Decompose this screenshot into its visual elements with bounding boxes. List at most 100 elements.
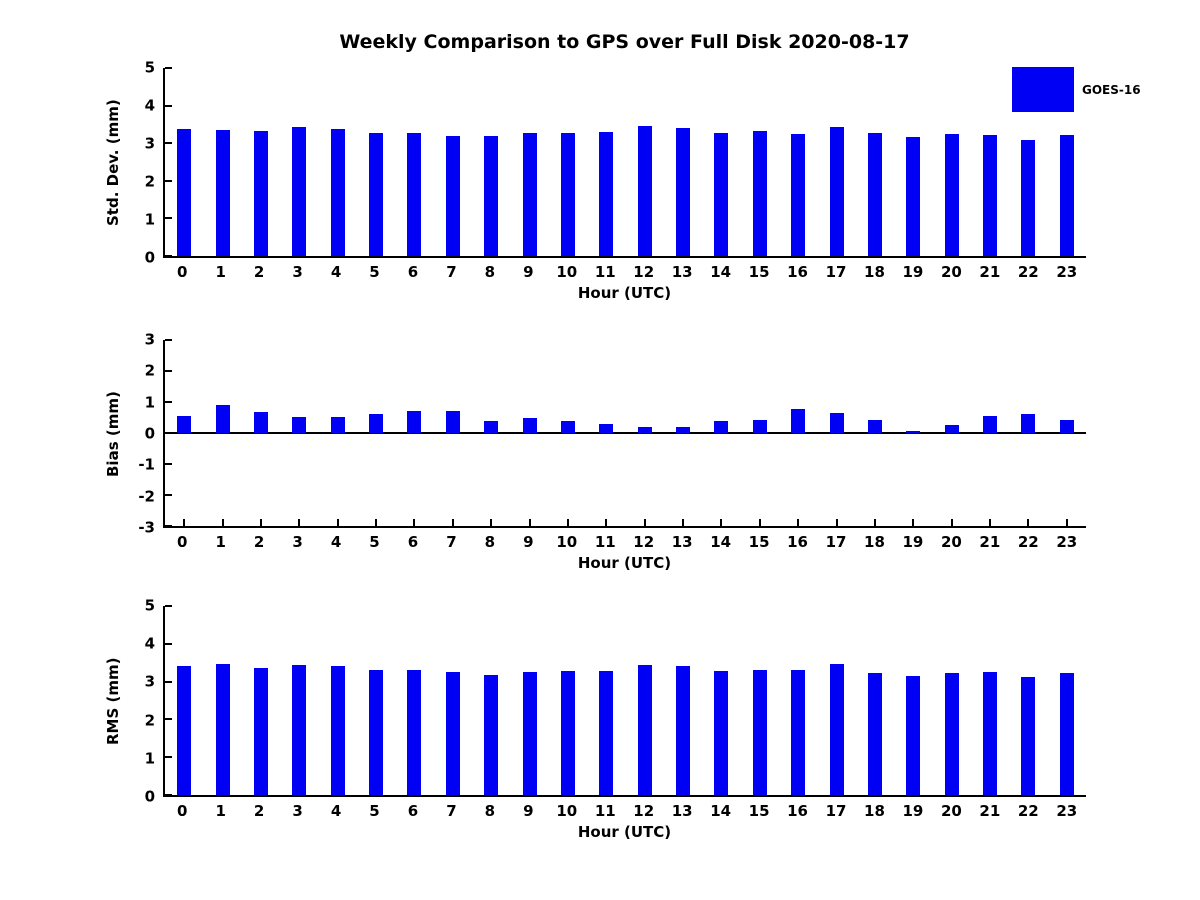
y-tick-mark [165, 525, 172, 527]
x-tick-label: 21 [979, 533, 1001, 551]
bar-hour-2 [253, 667, 268, 795]
x-axis-label: Hour (UTC) [577, 284, 672, 302]
x-tick-mark [605, 519, 608, 526]
y-tick-label: 0 [144, 424, 155, 443]
bar-hour-20 [944, 425, 959, 433]
y-tick-label: 3 [144, 134, 155, 153]
bar-hour-18 [867, 133, 882, 256]
x-tick-mark [1027, 519, 1030, 526]
y-tick-label: 1 [144, 393, 155, 412]
x-tick-label: 18 [864, 802, 885, 820]
x-tick-label: 16 [787, 802, 808, 820]
x-tick-label: 7 [446, 263, 457, 281]
bar-hour-7 [445, 136, 460, 256]
x-tick-label: 20 [940, 802, 962, 820]
x-tick-label: 1 [215, 802, 226, 820]
x-tick-label: 1 [215, 533, 226, 551]
y-tick-mark [165, 217, 172, 220]
y-axis-label: RMS (mm) [104, 657, 122, 746]
bar-hour-6 [407, 132, 422, 256]
x-tick-label: 21 [979, 263, 1001, 281]
x-tick-label: 13 [671, 263, 693, 281]
y-tick-label: 5 [144, 58, 155, 77]
y-tick-mark [165, 680, 172, 683]
bar-hour-10 [560, 133, 575, 256]
bar-hour-15 [752, 130, 767, 256]
bar-hour-15 [752, 420, 767, 433]
y-tick-mark [165, 179, 172, 182]
bar-hour-17 [829, 664, 844, 795]
x-tick-mark [797, 519, 800, 526]
bar-hour-7 [445, 411, 460, 433]
x-tick-mark [835, 519, 838, 526]
x-tick-mark [259, 519, 262, 526]
bar-hour-4 [330, 128, 345, 256]
x-tick-label: 12 [633, 263, 655, 281]
bar-hour-20 [944, 133, 959, 256]
bar-hour-13 [676, 427, 691, 433]
bar-hour-14 [714, 671, 729, 795]
bar-hour-17 [829, 126, 844, 256]
bar-hour-13 [676, 666, 691, 795]
legend-label: GOES-16 [1082, 82, 1141, 97]
y-tick-label: 4 [144, 96, 155, 115]
x-tick-label: 5 [369, 263, 380, 281]
bar-hour-1 [215, 405, 230, 433]
y-tick-mark [165, 255, 172, 257]
x-tick-label: 15 [748, 263, 770, 281]
x-tick-label: 0 [177, 802, 188, 820]
x-tick-mark [1065, 519, 1068, 526]
bar-hour-11 [599, 670, 614, 795]
x-tick-label: 8 [484, 533, 496, 551]
y-tick-label: 1 [144, 749, 155, 768]
rms-chart-panel: RMS (mm) Hour (UTC) 0 1 2 3 4 5 0 1 2 3 4 5 6 7 8 9 10 11… [104, 598, 1086, 841]
y-tick-label: 3 [144, 330, 155, 349]
x-tick-label: 2 [253, 802, 265, 820]
x-tick-label: 11 [594, 533, 616, 551]
bar-hour-7 [445, 671, 460, 795]
bar-hour-14 [714, 133, 729, 256]
x-tick-mark [183, 519, 186, 526]
bias-plot-area [163, 339, 1086, 528]
x-tick-label: 3 [292, 263, 303, 281]
x-tick-label: 11 [594, 802, 616, 820]
x-tick-mark [451, 519, 454, 526]
x-tick-label: 23 [1056, 533, 1078, 551]
x-tick-label: 3 [292, 802, 303, 820]
y-tick-label: -1 [138, 455, 155, 474]
x-tick-mark [873, 519, 876, 526]
y-tick-label: 2 [144, 361, 155, 380]
x-tick-label: 10 [556, 533, 578, 551]
y-tick-mark [165, 642, 172, 645]
bar-hour-0 [177, 128, 192, 256]
bar-hour-5 [369, 413, 384, 433]
x-tick-label: 15 [748, 802, 770, 820]
y-tick-mark [165, 463, 172, 465]
bar-hour-9 [522, 418, 537, 433]
x-tick-label: 7 [446, 533, 457, 551]
x-tick-label: 14 [710, 802, 732, 820]
std-dev-plot-area [163, 67, 1086, 258]
bar-hour-16 [791, 133, 806, 256]
x-tick-label: 5 [369, 802, 380, 820]
bar-hour-9 [522, 671, 537, 795]
bar-hour-3 [292, 126, 307, 256]
x-tick-label: 3 [292, 533, 303, 551]
x-tick-label: 19 [902, 533, 924, 551]
x-tick-label: 19 [902, 263, 924, 281]
x-tick-label: 10 [556, 263, 578, 281]
bar-hour-4 [330, 416, 345, 433]
bar-hour-22 [1021, 414, 1036, 433]
x-tick-label: 8 [484, 263, 496, 281]
x-tick-label: 18 [864, 263, 885, 281]
bar-hour-20 [944, 673, 959, 795]
bar-hour-8 [484, 136, 499, 256]
bar-hour-21 [983, 672, 998, 795]
x-tick-label: 12 [633, 802, 655, 820]
bar-hour-19 [906, 675, 921, 795]
bar-hour-10 [560, 670, 575, 795]
y-tick-label: 4 [144, 634, 155, 653]
bar-hour-23 [1059, 134, 1074, 256]
y-tick-mark [165, 339, 172, 341]
